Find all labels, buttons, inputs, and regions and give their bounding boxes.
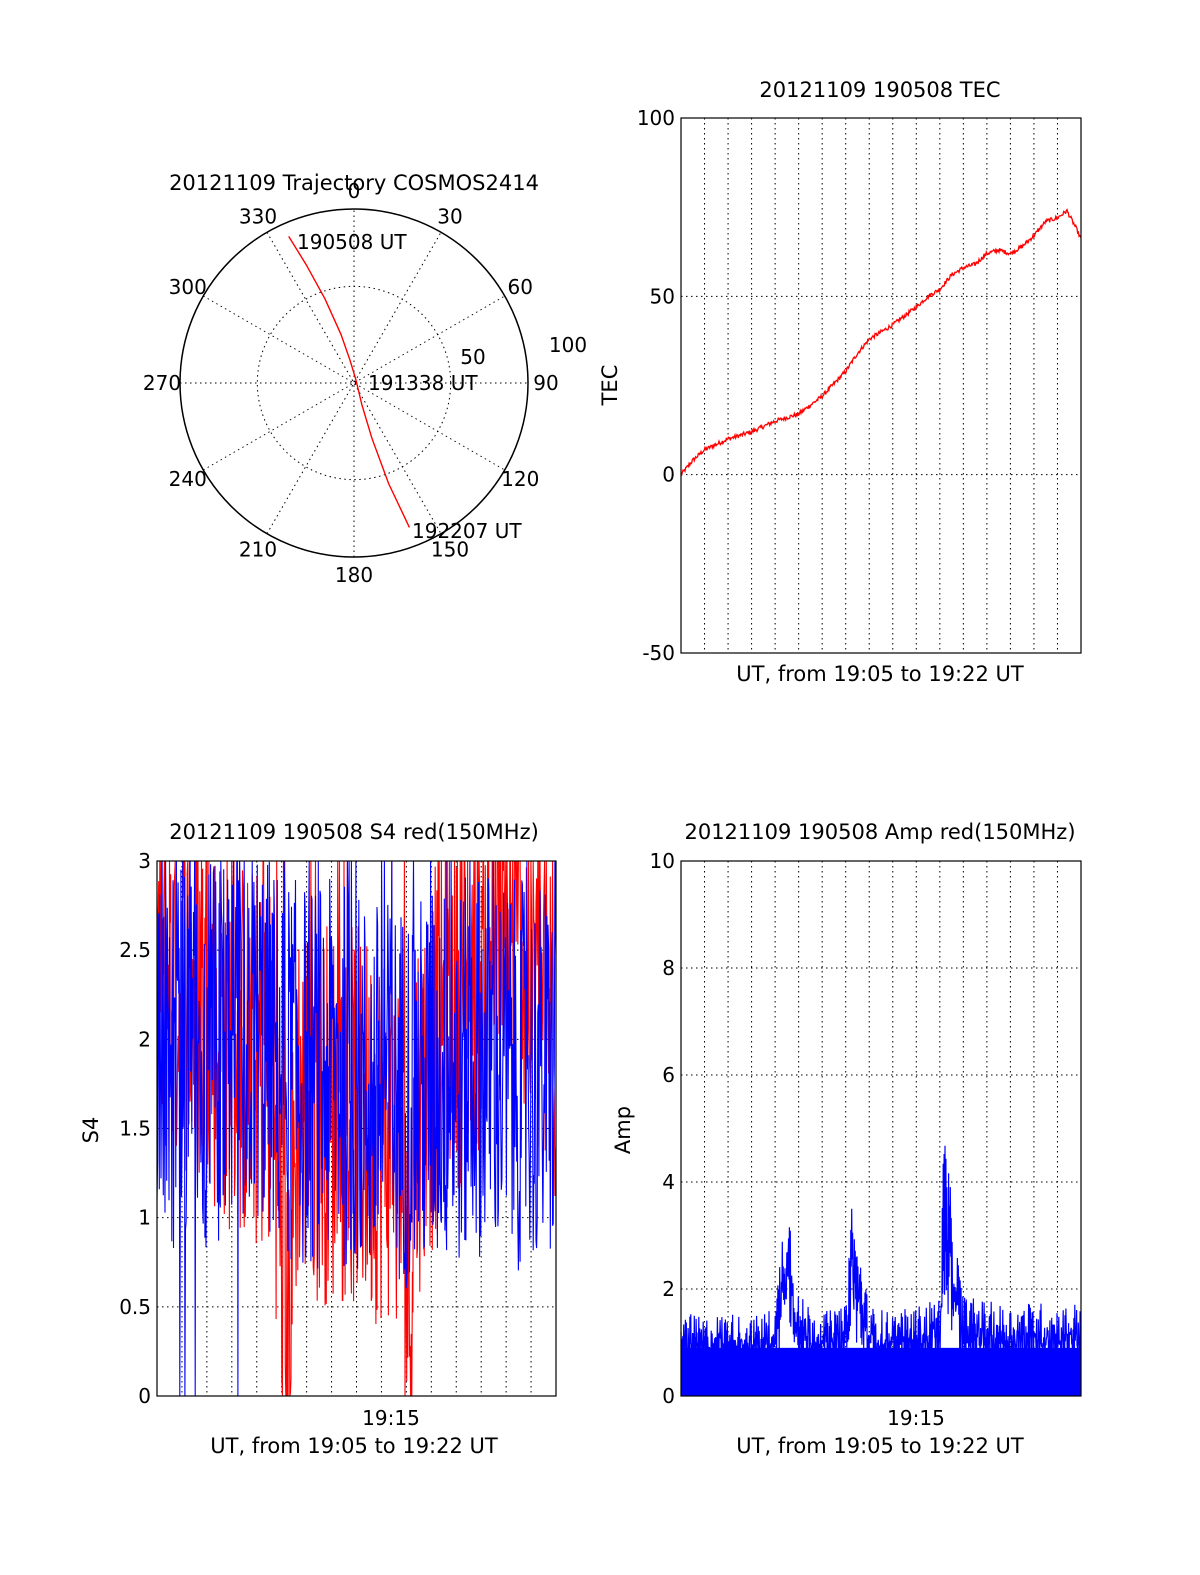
s4-y-tick-label: 3 <box>138 849 151 873</box>
polar-grid-spoke <box>266 232 442 534</box>
polar-azimuth-label: 270 <box>143 371 181 395</box>
tec-series <box>680 208 1082 476</box>
s4-x-axis-label: UT, from 19:05 to 19:22 UT <box>210 1434 498 1458</box>
tec-y-tick-labels: 100 50 0 -50 <box>637 106 675 665</box>
polar-grid-spoke <box>203 295 505 471</box>
tec-y-tick-label: 0 <box>662 463 675 487</box>
amp-y-tick-label: 8 <box>662 956 675 980</box>
polar-azimuth-label: 180 <box>335 563 373 587</box>
tec-panel: 20121109 190508 TEC 100 50 0 -50 TEC UT, fr… <box>598 78 1082 686</box>
polar-azimuth-label: 300 <box>169 275 207 299</box>
polar-title: 20121109 Trajectory COSMOS2414 <box>169 171 539 195</box>
amp-plot-frame <box>680 860 1082 1397</box>
tec-line <box>680 208 1082 476</box>
amp-panel: 20121109 190508 Amp red(150MHz) 1086420 … <box>611 820 1082 1458</box>
s4-title: 20121109 190508 S4 red(150MHz) <box>169 820 539 844</box>
amp-y-tick-label: 2 <box>662 1277 675 1301</box>
polar-azimuth-label: 30 <box>437 205 462 229</box>
s4-y-axis-label: S4 <box>79 1117 103 1144</box>
s4-y-tick-label: 0.5 <box>119 1295 151 1319</box>
polar-azimuth-labels: 0 30 60 90 120 150 180 210 240 270 300 330 <box>143 179 559 587</box>
polar-azimuth-label: 90 <box>533 371 558 395</box>
polar-annotation-mid: 191338 UT <box>368 371 478 395</box>
polar-series <box>288 236 411 528</box>
amp-y-tick-label: 10 <box>650 849 675 873</box>
polar-azimuth-label: 330 <box>239 205 277 229</box>
amp-series <box>680 1145 1082 1396</box>
amp-grid <box>681 861 1081 1396</box>
polar-radial-label-50: 50 <box>460 345 485 369</box>
polar-azimuth-label: 210 <box>239 537 277 561</box>
polar-azimuth-label: 150 <box>431 537 469 561</box>
s4-blue-line <box>156 860 557 1397</box>
polar-outer-circle <box>179 208 529 558</box>
amp-y-tick-label: 6 <box>662 1063 675 1087</box>
s4-plot-frame <box>156 860 557 1397</box>
amp-y-tick-labels: 10 8 6 4 2 0 <box>650 849 675 1408</box>
s4-y-tick-label: 1.5 <box>119 1117 151 1141</box>
polar-radial-label-100: 100 <box>549 333 587 357</box>
tec-title: 20121109 190508 TEC <box>759 78 1000 102</box>
polar-azimuth-label: 240 <box>169 467 207 491</box>
s4-panel: 20121109 190508 S4 red(150MHz) 3 2.5 2 1.5 1… <box>79 820 557 1458</box>
tec-y-tick-label: -50 <box>642 641 675 665</box>
amp-fill <box>681 1347 1081 1396</box>
tec-y-axis-label: TEC <box>598 365 622 407</box>
polar-trajectory-line <box>288 236 411 528</box>
amp-title: 20121109 190508 Amp red(150MHz) <box>684 820 1075 844</box>
polar-azimuth-label: 0 <box>348 179 361 203</box>
tec-y-tick-label: 50 <box>650 284 675 308</box>
polar-trajectory-panel: 20121109 Trajectory COSMOS2414 0 30 60 90 12… <box>143 171 587 587</box>
polar-azimuth-label: 60 <box>508 275 533 299</box>
s4-x-tick-label: 19:15 <box>362 1406 420 1430</box>
amp-y-axis-label: Amp <box>611 1106 635 1154</box>
amp-y-tick-label: 0 <box>662 1384 675 1408</box>
polar-grid-spoke <box>203 295 505 471</box>
tec-y-tick-label: 100 <box>637 106 675 130</box>
s4-y-tick-label: 0 <box>138 1384 151 1408</box>
s4-y-tick-label: 2.5 <box>119 938 151 962</box>
s4-y-tick-labels: 3 2.5 2 1.5 1 0.5 0 <box>119 849 151 1408</box>
tec-plot-frame <box>680 117 1082 654</box>
tec-grid <box>681 118 1081 653</box>
amp-x-tick-label: 19:15 <box>887 1406 945 1430</box>
polar-annotation-start: 190508 UT <box>297 230 407 254</box>
polar-azimuth-label: 120 <box>501 467 539 491</box>
s4-series <box>156 860 557 1397</box>
tec-x-axis-label: UT, from 19:05 to 19:22 UT <box>736 662 1024 686</box>
s4-y-tick-label: 2 <box>138 1027 151 1051</box>
amp-line <box>680 1145 1082 1373</box>
polar-annotation-end: 192207 UT <box>412 519 522 543</box>
s4-y-tick-label: 1 <box>138 1206 151 1230</box>
amp-y-tick-label: 4 <box>662 1170 675 1194</box>
polar-grid-spoke <box>266 232 442 534</box>
amp-x-axis-label: UT, from 19:05 to 19:22 UT <box>736 1434 1024 1458</box>
